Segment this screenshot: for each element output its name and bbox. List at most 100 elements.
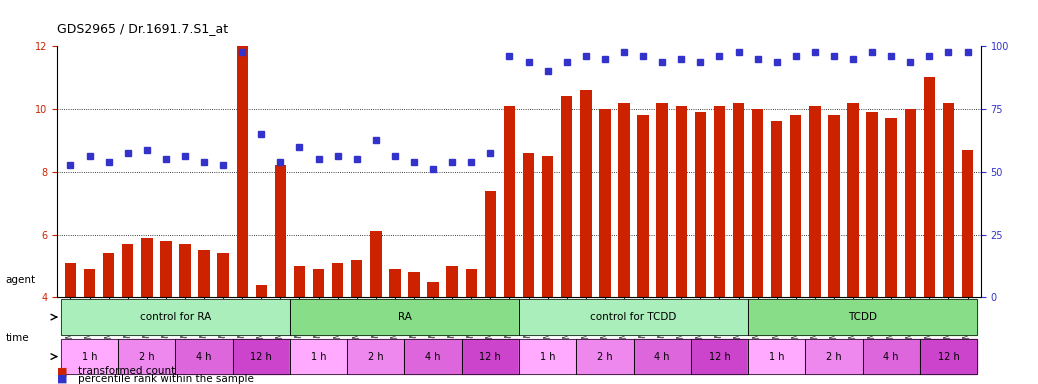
Bar bbox=[217, 253, 228, 384]
Bar bbox=[519, 299, 748, 335]
Bar bbox=[428, 281, 439, 384]
Bar bbox=[118, 339, 175, 374]
Bar bbox=[180, 244, 191, 384]
Bar bbox=[828, 115, 840, 384]
Bar bbox=[503, 106, 515, 384]
Bar bbox=[61, 299, 290, 335]
Bar bbox=[118, 339, 175, 374]
Bar bbox=[748, 339, 805, 374]
Bar bbox=[348, 339, 405, 374]
Bar bbox=[519, 299, 748, 335]
Bar bbox=[61, 339, 118, 374]
Bar bbox=[275, 166, 286, 384]
Bar bbox=[389, 269, 401, 384]
Bar bbox=[847, 103, 858, 384]
Text: 4 h: 4 h bbox=[654, 352, 670, 362]
Bar bbox=[519, 339, 576, 374]
Bar bbox=[790, 115, 801, 384]
Bar bbox=[237, 46, 248, 384]
Bar bbox=[233, 339, 290, 374]
Bar bbox=[576, 339, 633, 374]
Bar bbox=[656, 103, 667, 384]
Text: agent: agent bbox=[5, 275, 35, 285]
Bar bbox=[904, 109, 916, 384]
Bar bbox=[405, 339, 462, 374]
Bar bbox=[61, 339, 118, 374]
Text: 2 h: 2 h bbox=[826, 352, 842, 362]
Bar bbox=[290, 339, 348, 374]
Text: transformed count: transformed count bbox=[78, 366, 175, 376]
Bar bbox=[714, 106, 726, 384]
Text: control for TCDD: control for TCDD bbox=[591, 312, 677, 322]
Bar bbox=[690, 339, 748, 374]
Bar bbox=[371, 232, 382, 384]
Text: 4 h: 4 h bbox=[426, 352, 441, 362]
Bar bbox=[599, 109, 610, 384]
Bar bbox=[924, 78, 935, 384]
Text: 12 h: 12 h bbox=[480, 352, 501, 362]
Bar bbox=[885, 118, 897, 384]
Bar bbox=[920, 339, 977, 374]
Bar bbox=[748, 299, 977, 335]
Text: GDS2965 / Dr.1691.7.S1_at: GDS2965 / Dr.1691.7.S1_at bbox=[57, 22, 228, 35]
Text: 2 h: 2 h bbox=[368, 352, 384, 362]
Bar bbox=[676, 106, 687, 384]
Bar bbox=[637, 115, 649, 384]
Text: 4 h: 4 h bbox=[883, 352, 899, 362]
Bar bbox=[290, 299, 519, 335]
Bar bbox=[748, 299, 977, 335]
Bar bbox=[122, 244, 134, 384]
Text: 12 h: 12 h bbox=[937, 352, 959, 362]
Bar bbox=[580, 90, 592, 384]
Bar bbox=[255, 285, 267, 384]
Text: 2 h: 2 h bbox=[139, 352, 155, 362]
Bar bbox=[619, 103, 630, 384]
Bar bbox=[64, 263, 76, 384]
Text: 4 h: 4 h bbox=[196, 352, 212, 362]
Bar bbox=[962, 150, 974, 384]
Bar bbox=[867, 112, 878, 384]
Text: ■: ■ bbox=[57, 366, 67, 376]
Bar bbox=[519, 339, 576, 374]
Bar bbox=[160, 241, 171, 384]
Bar bbox=[694, 112, 706, 384]
Text: 12 h: 12 h bbox=[250, 352, 272, 362]
Bar bbox=[752, 109, 763, 384]
Bar bbox=[294, 266, 305, 384]
Bar bbox=[103, 253, 114, 384]
Bar bbox=[141, 238, 153, 384]
Bar bbox=[351, 260, 362, 384]
Bar bbox=[312, 269, 324, 384]
Bar bbox=[175, 339, 233, 374]
Bar bbox=[84, 269, 95, 384]
Text: 1 h: 1 h bbox=[769, 352, 785, 362]
Bar bbox=[542, 156, 553, 384]
Bar bbox=[863, 339, 920, 374]
Text: 2 h: 2 h bbox=[597, 352, 612, 362]
Bar bbox=[61, 299, 290, 335]
Bar bbox=[748, 339, 805, 374]
Text: 12 h: 12 h bbox=[709, 352, 731, 362]
Bar bbox=[290, 299, 519, 335]
Bar bbox=[733, 103, 744, 384]
Text: 1 h: 1 h bbox=[82, 352, 98, 362]
Bar bbox=[523, 153, 535, 384]
Text: TCDD: TCDD bbox=[848, 312, 877, 322]
Bar bbox=[485, 190, 496, 384]
Bar bbox=[462, 339, 519, 374]
Bar bbox=[290, 339, 348, 374]
Bar bbox=[198, 250, 210, 384]
Bar bbox=[863, 339, 920, 374]
Bar bbox=[233, 339, 290, 374]
Bar bbox=[405, 339, 462, 374]
Text: percentile rank within the sample: percentile rank within the sample bbox=[78, 374, 253, 384]
Bar bbox=[348, 339, 405, 374]
Bar bbox=[332, 263, 344, 384]
Bar bbox=[408, 272, 419, 384]
Text: 1 h: 1 h bbox=[540, 352, 555, 362]
Bar bbox=[633, 339, 690, 374]
Text: RA: RA bbox=[398, 312, 411, 322]
Bar bbox=[810, 106, 821, 384]
Bar bbox=[175, 339, 233, 374]
Bar bbox=[920, 339, 977, 374]
